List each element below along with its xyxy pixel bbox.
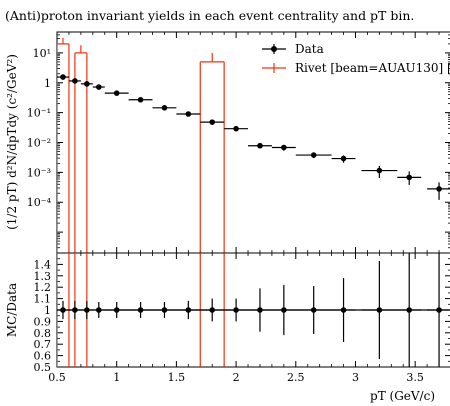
ratio-y-tick-label: 1.2 [34, 281, 52, 294]
y-tick-label: 10⁻¹ [27, 107, 51, 120]
data-point [72, 78, 78, 84]
data-point [84, 81, 90, 87]
ratio-y-tick-label: 1 [44, 304, 51, 317]
data-point [377, 168, 383, 174]
data-point [186, 111, 192, 117]
data-point [138, 97, 144, 103]
ratio-y-tick-label: 1.4 [34, 258, 52, 271]
data-point [233, 126, 239, 132]
y-tick-label: 1 [44, 77, 51, 90]
data-point [436, 186, 442, 192]
data-point [281, 145, 287, 151]
legend: Data Rivet [beam=AUAU130] [c [262, 42, 450, 75]
ratio-y-tick-label: 0.9 [34, 315, 52, 328]
x-tick-label: 2.5 [287, 371, 305, 384]
ratio-y-axis-label: MC/Data [5, 283, 19, 337]
y-tick-label: 10⁻³ [27, 166, 51, 179]
ratio-data-point [281, 307, 287, 313]
title-text: (Anti)proton invariant yields in each ev… [5, 8, 414, 23]
ratio-data-point [72, 307, 78, 313]
y-tick-label: 10¹ [33, 47, 51, 60]
x-axis-label: pT (GeV/c) [370, 389, 435, 403]
ratio-data-point [96, 307, 102, 313]
legend-label-data: Data [295, 42, 324, 56]
ratio-data-point [406, 307, 412, 313]
ratio-y-tick-label: 0.6 [34, 350, 52, 363]
data-point [96, 84, 102, 90]
ratio-data-point [186, 307, 192, 313]
ratio-y-tick-label: 1.3 [34, 270, 52, 283]
ratio-data-point [233, 307, 239, 313]
ratio-y-tick-label: 0.7 [34, 338, 52, 351]
data-point [257, 143, 263, 149]
legend-data-marker [271, 46, 277, 52]
data-point [406, 175, 412, 181]
data-point [209, 119, 215, 125]
ratio-data-point [138, 307, 144, 313]
legend-label-rivet: Rivet [beam=AUAU130] [c [295, 61, 450, 75]
ratio-data-point [114, 307, 120, 313]
main-y-axis-label: (1/2 pT) d²N/dpTdy (c²/GeV²) [5, 54, 19, 230]
ratio-y-tick-label: 0.5 [34, 361, 52, 374]
y-tick-label: 10⁻² [27, 137, 51, 150]
ratio-data-point [311, 307, 317, 313]
chart-title: (Anti)proton invariant yields in each ev… [5, 8, 414, 23]
x-tick-label: 2 [233, 371, 240, 384]
data-point [114, 90, 120, 96]
ratio-panel: 0.5 1 1.5 2 2.5 3 3.50.50.60.70.80.911.11.21.3… [34, 242, 450, 384]
ratio-data-point [60, 307, 66, 313]
data-point [162, 105, 168, 111]
ratio-y-tick-label: 0.8 [34, 327, 52, 340]
x-tick-label: 3 [352, 371, 359, 384]
x-tick-label: 1.5 [168, 371, 186, 384]
data-point [60, 74, 66, 80]
ratio-data-layer [57, 242, 450, 379]
ratio-data-point [257, 307, 263, 313]
ratio-data-point [84, 307, 90, 313]
data-point [311, 152, 317, 158]
ratio-data-point [162, 307, 168, 313]
ratio-data-point [341, 307, 347, 313]
ratio-data-point [209, 307, 215, 313]
x-tick-label: 3.5 [406, 371, 424, 384]
y-tick-label: 10⁻⁴ [27, 196, 52, 209]
ratio-data-point [377, 307, 383, 313]
data-point [341, 156, 347, 162]
x-tick-label: 1 [113, 371, 120, 384]
ratio-y-tick-label: 1.1 [34, 293, 52, 306]
ratio-data-point [436, 307, 442, 313]
